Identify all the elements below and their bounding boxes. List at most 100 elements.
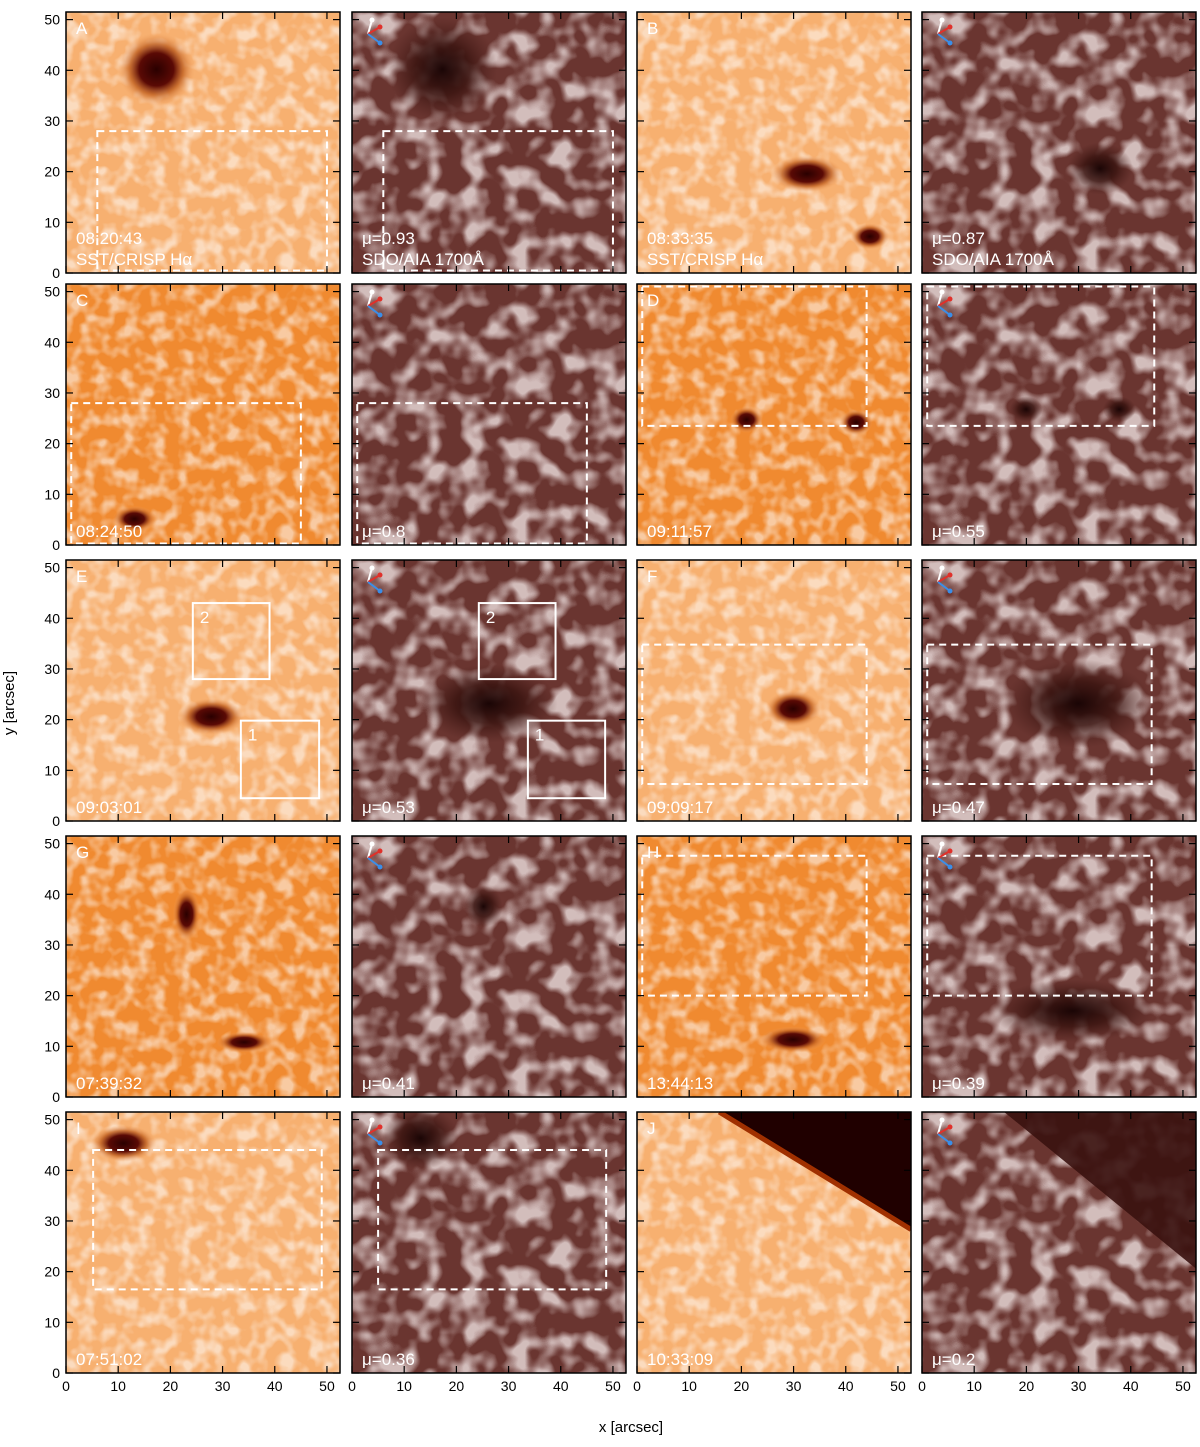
mu-label: μ=0.36	[362, 1350, 415, 1369]
x-tick-label: 20	[1019, 1378, 1035, 1394]
time-label: 07:39:32	[76, 1074, 142, 1093]
dashed-box	[356, 402, 588, 545]
y-tick-label: 40	[44, 610, 60, 626]
dashed-box	[926, 643, 1153, 786]
arrow-head	[939, 565, 945, 571]
y-tick-label: 0	[52, 537, 60, 553]
solid-box	[526, 719, 607, 800]
panel: μ=0.87 SDO/AIA 1700Å	[921, 11, 1197, 274]
arrow-head	[947, 1124, 953, 1130]
time-label: 10:33:09	[647, 1350, 713, 1369]
panel: I 07:51:02 0 10 20 30 40 50 0 10 20 30 40 50	[44, 1111, 341, 1394]
panel-image: 21	[352, 560, 626, 821]
panel: D 09:11:57	[636, 283, 912, 546]
box-label: 2	[486, 608, 495, 627]
panel-image	[66, 284, 340, 545]
panel-image	[66, 12, 340, 273]
dashed-box	[926, 854, 1153, 997]
dashed-box	[382, 130, 614, 272]
mu-label: μ=0.8	[362, 522, 405, 541]
x-axis-label: x [arcsec]	[599, 1419, 663, 1436]
time-label: 13:44:13	[647, 1074, 713, 1093]
time-label: 07:51:02	[76, 1350, 142, 1369]
x-tick-label: 20	[734, 1378, 750, 1394]
panel-letter: H	[647, 843, 659, 862]
panel: B 08:33:35 SST/CRISP Hα	[636, 11, 912, 274]
sunspot	[178, 698, 245, 735]
sunspot	[420, 664, 558, 743]
panel-letter: A	[76, 19, 88, 38]
mu-label: μ=0.41	[362, 1074, 415, 1093]
sunspot	[771, 155, 843, 193]
mu-label: μ=0.53	[362, 798, 415, 817]
instrument-label: SDO/AIA 1700Å	[362, 250, 485, 269]
instrument-label: SST/CRISP Hα	[647, 250, 763, 269]
panel-image	[922, 560, 1196, 821]
arrow-head	[947, 40, 953, 46]
arrow-head	[369, 289, 375, 295]
arrow-head	[377, 864, 383, 870]
time-label: 08:20:43	[76, 229, 142, 248]
panel-frame	[636, 283, 912, 546]
arrow-head	[947, 296, 953, 302]
arrow-head	[369, 565, 375, 571]
x-tick-label: 0	[918, 1378, 926, 1394]
panel-frame	[921, 559, 1197, 822]
y-tick-label: 10	[44, 486, 60, 502]
sunspot	[172, 888, 201, 941]
arrow-head	[939, 841, 945, 847]
y-tick-label: 0	[52, 1089, 60, 1105]
y-tick-label: 50	[44, 1112, 60, 1128]
sunspot	[760, 1026, 827, 1053]
sunspot	[1009, 396, 1043, 423]
panel-image	[637, 560, 911, 821]
mu-label: μ=0.39	[932, 1074, 985, 1093]
arrow-head	[947, 848, 953, 854]
dashed-box	[96, 130, 328, 272]
y-tick-label: 30	[44, 661, 60, 677]
panel: μ=0.36 0 10 20 30 40 50	[348, 1111, 627, 1394]
x-tick-label: 40	[1123, 1378, 1139, 1394]
arrow-head	[377, 312, 383, 318]
x-tick-label: 10	[396, 1378, 412, 1394]
y-tick-label: 40	[44, 886, 60, 902]
dashed-box	[641, 285, 868, 427]
panel: μ=0.8	[351, 283, 627, 546]
panel-frame	[65, 11, 341, 274]
mu-label: μ=0.55	[932, 522, 985, 541]
y-tick-label: 0	[52, 1365, 60, 1381]
panel: μ=0.47	[921, 559, 1197, 822]
x-tick-label: 10	[681, 1378, 697, 1394]
panel-frame	[65, 283, 341, 546]
sunspot	[118, 32, 195, 106]
panel-frame	[65, 835, 341, 1098]
x-tick-label: 50	[605, 1378, 621, 1394]
y-tick-label: 10	[44, 214, 60, 230]
sunspot	[382, 1112, 459, 1170]
panel-image	[352, 1112, 626, 1373]
x-tick-label: 10	[966, 1378, 982, 1394]
panel: H 13:44:13	[636, 835, 912, 1098]
panel-image	[922, 12, 1196, 273]
image-texture	[637, 560, 911, 821]
image-texture	[922, 836, 1196, 1097]
arrow-head	[369, 17, 375, 23]
panel-letter: D	[647, 291, 659, 310]
dashed-box	[926, 285, 1156, 427]
x-tick-label: 50	[890, 1378, 906, 1394]
sunspot	[90, 1125, 157, 1162]
arrow-head	[377, 24, 383, 30]
image-texture	[637, 836, 911, 1097]
image-texture	[922, 12, 1196, 273]
x-tick-label: 30	[1071, 1378, 1087, 1394]
panel-letter: E	[76, 567, 87, 586]
sunspot	[990, 979, 1155, 1043]
panel-image	[922, 284, 1196, 545]
sunspot	[387, 17, 498, 122]
arrow-head	[377, 1140, 383, 1146]
y-tick-label: 20	[44, 712, 60, 728]
time-label: 08:33:35	[647, 229, 713, 248]
x-tick-label: 30	[215, 1378, 231, 1394]
